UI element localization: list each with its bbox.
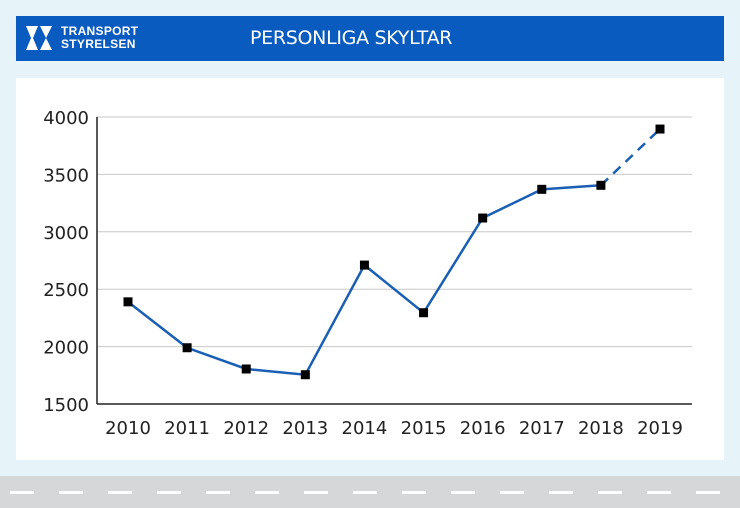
y-tick-label: 1500 [43, 395, 89, 416]
road-dash [598, 491, 622, 494]
data-point [478, 213, 488, 223]
road-dash [353, 491, 377, 494]
road-dash [10, 491, 34, 494]
road-dash [108, 491, 132, 494]
page-title: PERSONLIGA SKYLTAR [250, 27, 453, 49]
x-tick-label: 2015 [401, 418, 447, 439]
road-decoration [0, 476, 740, 508]
y-tick-label: 3000 [43, 223, 89, 244]
x-tick-label: 2013 [282, 418, 328, 439]
road-dash [549, 491, 573, 494]
road-dash [206, 491, 230, 494]
data-point [123, 297, 133, 307]
logo-line1: TRANSPORT [61, 24, 139, 38]
x-tick-label: 2012 [223, 418, 269, 439]
data-point [182, 343, 192, 353]
road-dash [304, 491, 328, 494]
data-point [655, 124, 665, 134]
x-tick-label: 2018 [578, 418, 624, 439]
logo-line2: STYRELSEN [61, 37, 136, 51]
x-tick-label: 2014 [342, 418, 388, 439]
header-bar: TRANSPORT STYRELSEN PERSONLIGA SKYLTAR [16, 16, 724, 61]
road-dash [255, 491, 279, 494]
y-tick-label: 2000 [43, 338, 89, 359]
x-tick-label: 2017 [519, 418, 565, 439]
series-line-projection [600, 128, 661, 187]
road-dash [500, 491, 524, 494]
y-tick-label: 3500 [43, 165, 89, 186]
road-dash [647, 491, 671, 494]
data-point [359, 260, 369, 270]
logo-mark-icon [26, 26, 52, 50]
transportstyrelsen-logo: TRANSPORT STYRELSEN [26, 24, 146, 54]
x-tick-label: 2011 [164, 418, 210, 439]
y-tick-label: 2500 [43, 280, 89, 301]
road-dash [402, 491, 426, 494]
data-point [300, 370, 310, 380]
data-point [241, 364, 251, 374]
data-point [596, 180, 606, 190]
road-dash [59, 491, 83, 494]
road-dash [157, 491, 181, 494]
data-point [419, 308, 429, 318]
x-tick-label: 2016 [460, 418, 506, 439]
x-tick-label: 2010 [105, 418, 151, 439]
y-tick-label: 4000 [43, 108, 89, 129]
road-dash [451, 491, 475, 494]
road-dash [696, 491, 720, 494]
data-point [537, 184, 547, 194]
x-tick-label: 2019 [637, 418, 683, 439]
